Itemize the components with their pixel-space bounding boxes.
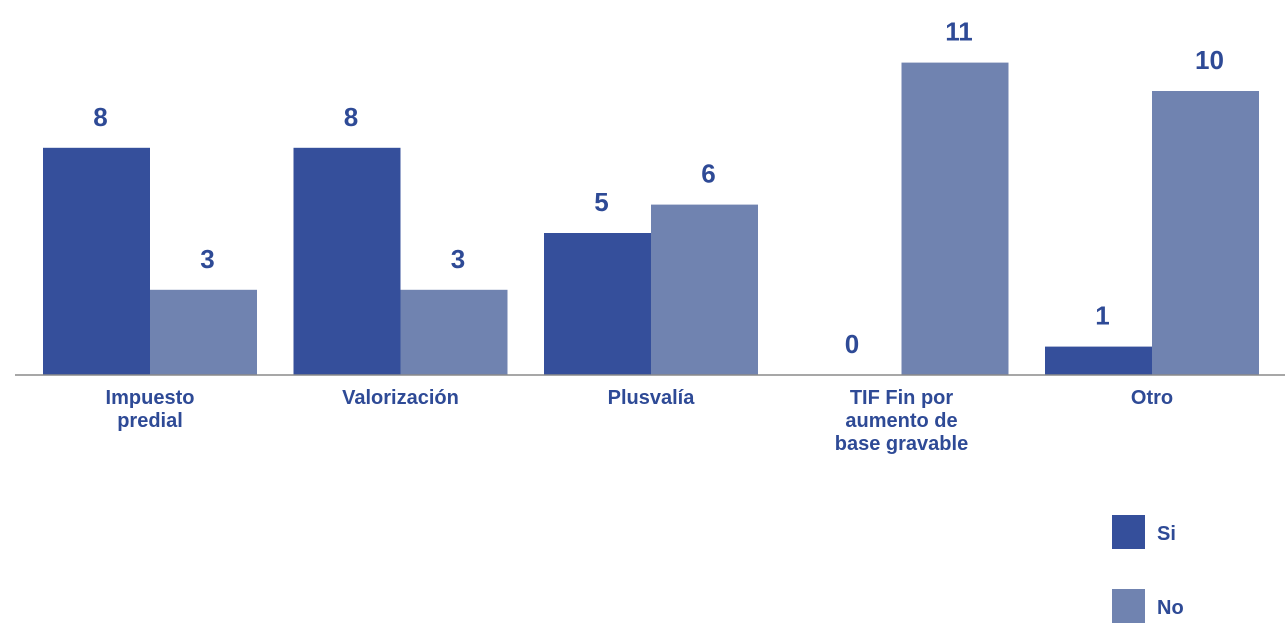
x-tick-label: Plusvalía xyxy=(607,387,695,409)
bar xyxy=(400,289,508,375)
bar xyxy=(1152,91,1259,375)
bar xyxy=(150,289,257,375)
value-label: 1 xyxy=(1095,301,1109,331)
bar xyxy=(901,62,1009,375)
x-tick-label: Valorización xyxy=(342,387,459,409)
bar xyxy=(293,147,401,375)
value-label: 8 xyxy=(93,102,107,132)
value-label: 0 xyxy=(845,329,859,359)
value-label: 3 xyxy=(200,244,214,274)
value-label: 3 xyxy=(451,244,465,274)
x-tick-label: TIF Fin por aumento de base gravable xyxy=(834,387,969,455)
bar xyxy=(43,147,150,375)
legend-swatch xyxy=(1112,589,1145,623)
bar xyxy=(651,204,758,375)
value-label: 8 xyxy=(344,102,358,132)
legend-label: Si xyxy=(1157,523,1176,545)
x-tick-label: Impuesto predial xyxy=(105,387,195,432)
legend-label: No xyxy=(1157,597,1184,619)
value-label: 5 xyxy=(594,187,608,217)
value-label: 11 xyxy=(945,17,973,47)
bar xyxy=(1045,346,1152,375)
value-label: 6 xyxy=(701,159,715,189)
legend-swatch xyxy=(1112,515,1145,549)
value-label: 10 xyxy=(1195,45,1224,75)
bar xyxy=(544,233,651,375)
x-tick-label: Otro xyxy=(1130,387,1174,409)
